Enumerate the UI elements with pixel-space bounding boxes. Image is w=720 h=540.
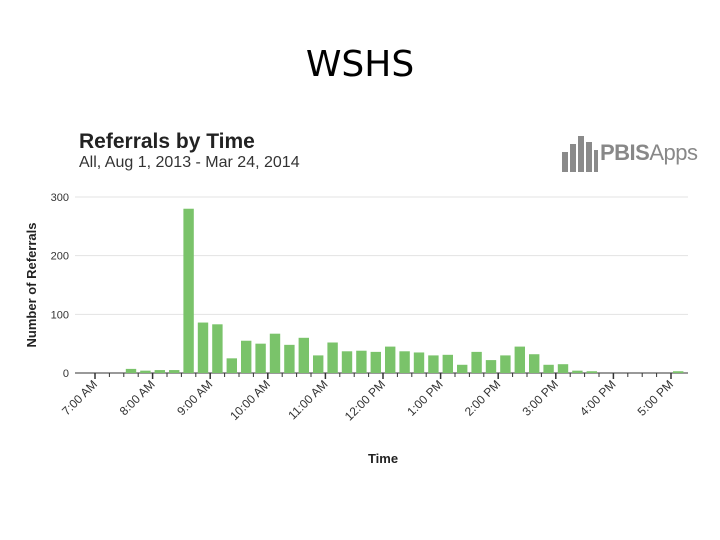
bar (197, 322, 209, 373)
x-tick-label: 4:00 PM (577, 377, 619, 419)
bar (514, 346, 525, 373)
bar (471, 351, 482, 373)
x-axis-title: Time (368, 451, 398, 466)
bar (154, 370, 165, 373)
x-tick-label: 7:00 AM (59, 377, 100, 418)
bar (428, 355, 439, 373)
pbis-bar-icon (562, 136, 598, 172)
bar (399, 351, 410, 373)
slide-title: WSHS (305, 44, 415, 85)
bar (457, 364, 468, 373)
bar (183, 208, 194, 373)
logo-text-bold: PBIS (600, 140, 650, 165)
bar (529, 354, 540, 373)
bar (341, 351, 353, 373)
y-axis-title: Number of Referrals (24, 223, 39, 348)
x-tick-label: 5:00 PM (635, 377, 677, 419)
bar (169, 370, 180, 373)
y-tick-label: 200 (51, 251, 69, 263)
x-tick-label: 3:00 PM (519, 377, 561, 419)
y-tick-label: 300 (51, 192, 69, 204)
bar (442, 354, 453, 373)
x-tick-label: 10:00 AM (227, 377, 273, 423)
x-tick-label: 12:00 PM (342, 377, 388, 423)
x-tick-label: 2:00 PM (462, 377, 504, 419)
x-tick-label: 11:00 AM (285, 377, 330, 422)
bar (370, 351, 381, 373)
bar (241, 340, 252, 373)
y-tick-label: 100 (51, 309, 69, 321)
chart-subtitle: All, Aug 1, 2013 - Mar 24, 2014 (79, 154, 300, 171)
bar (327, 342, 338, 373)
bar (125, 368, 137, 373)
bar (485, 360, 497, 373)
bar (500, 355, 511, 373)
y-tick-label: 0 (63, 368, 69, 380)
bar (255, 343, 266, 373)
bar (586, 371, 597, 373)
bar (413, 352, 425, 373)
logo-text: PBISApps (600, 140, 698, 166)
pbis-apps-logo: PBISApps (560, 130, 700, 175)
logo-text-regular: Apps (649, 140, 698, 165)
x-tick-label: 8:00 AM (117, 377, 158, 418)
bar (356, 350, 367, 373)
x-tick-label: 9:00 AM (174, 377, 215, 418)
bar (298, 337, 309, 373)
x-tick-label: 1:00 PM (404, 377, 446, 419)
bar (212, 324, 223, 373)
bar (269, 333, 281, 373)
bar (140, 370, 151, 373)
bar (673, 371, 684, 373)
bar (572, 370, 583, 373)
bar (284, 344, 295, 373)
chart-title: Referrals by Time (79, 130, 255, 153)
bar (226, 358, 237, 373)
bar (385, 346, 396, 373)
bar (313, 355, 324, 373)
bar (557, 364, 569, 373)
bar (543, 364, 554, 373)
